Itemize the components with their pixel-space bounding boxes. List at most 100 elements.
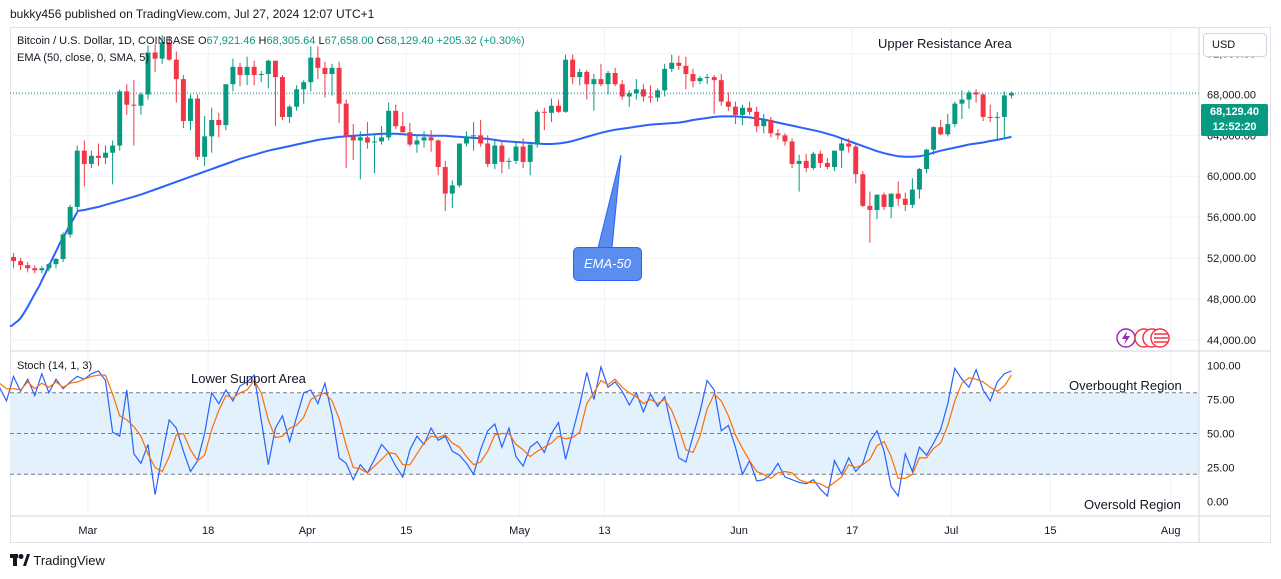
legend-stoch[interactable]: Stoch (14, 1, 3): [17, 360, 93, 372]
candle-body: [18, 261, 24, 266]
candle-body: [888, 193, 894, 207]
legend-symbol: Bitcoin / U.S. Dollar, 1D, COINBASE: [17, 35, 195, 47]
candle-body: [251, 66, 257, 76]
candle-body: [506, 160, 512, 162]
candle-body: [350, 136, 356, 141]
candle-body: [53, 259, 59, 265]
candle-body: [740, 107, 745, 115]
date-tick-label: 17: [846, 525, 858, 537]
candle-body: [945, 124, 951, 135]
ema50-callout: EMA-50: [573, 247, 642, 281]
candle-body: [301, 82, 307, 90]
candle-body: [605, 72, 611, 85]
candle-body: [421, 137, 427, 141]
candle-body: [131, 104, 137, 106]
candle-body: [499, 145, 505, 162]
price-tick-label: 48,000.00: [1207, 294, 1256, 306]
candle-body: [315, 57, 321, 68]
tradingview-brand[interactable]: TradingView: [10, 553, 105, 568]
candle-body: [400, 126, 406, 133]
candle-body: [88, 155, 94, 164]
overbought-label: Overbought Region: [1069, 378, 1182, 393]
candle-body: [336, 67, 342, 104]
candle-body: [548, 105, 554, 113]
candle-body: [676, 62, 682, 66]
date-tick-label: Jun: [730, 525, 748, 537]
candle-body: [39, 268, 45, 271]
candle-body: [895, 193, 901, 199]
candle-body: [95, 155, 101, 158]
legend-ema[interactable]: EMA (50, close, 0, SMA, 5): [17, 52, 150, 64]
candle-body: [180, 79, 186, 122]
candle-body: [626, 93, 632, 97]
candle-body: [25, 265, 31, 269]
price-tick-label: 68,000.00: [1207, 89, 1256, 101]
candle-body: [612, 72, 618, 85]
candle-body: [209, 120, 215, 137]
candle-body: [803, 160, 809, 169]
date-tick-label: 15: [1044, 525, 1056, 537]
candle-body: [372, 141, 377, 143]
candles: [10, 35, 1199, 274]
date-tick-label: May: [509, 525, 530, 537]
candle-body: [308, 57, 314, 83]
stoch-lines: [0, 364, 1012, 498]
candle-body: [775, 133, 781, 136]
candle-body: [159, 42, 165, 59]
stoch-tick-label: 75.00: [1207, 395, 1235, 407]
candle-body: [570, 59, 576, 78]
candle-body: [379, 137, 385, 142]
candle-body: [11, 256, 17, 262]
ema-layer: [9, 115, 1012, 328]
candle-body: [577, 71, 583, 78]
candle-body: [980, 94, 986, 117]
candle-body: [711, 77, 717, 81]
candle-body: [754, 111, 760, 127]
lightning-glyph-icon: [1122, 331, 1130, 345]
candle-body: [230, 66, 236, 85]
event-flags[interactable]: [1114, 326, 1174, 350]
ema50-callout-pointer: [597, 154, 622, 249]
candle-body: [393, 110, 399, 127]
candle-body: [492, 145, 498, 164]
lower-support-label: Lower Support Area: [191, 371, 306, 386]
candle-body: [924, 149, 929, 170]
legend-high-label: H: [258, 35, 267, 47]
candle-body: [471, 135, 477, 137]
legend-high: 68,305.64: [266, 35, 316, 47]
candle-body: [223, 84, 229, 126]
candle-body: [173, 59, 179, 80]
candle-body: [67, 206, 73, 235]
candle-body: [902, 198, 908, 205]
candle-body: [202, 136, 208, 157]
date-tick-label: 15: [400, 525, 412, 537]
candle-body: [931, 127, 937, 150]
candle-body: [244, 66, 250, 76]
candle-body: [832, 150, 837, 168]
ema-line: [77, 115, 1012, 212]
currency-button[interactable]: USD: [1203, 33, 1267, 57]
candle-body: [669, 62, 675, 69]
annotations: [597, 154, 622, 249]
candle-body: [690, 74, 696, 82]
candle-body: [817, 153, 823, 163]
legend-low: 67,658.00: [324, 35, 374, 47]
candle-body: [195, 98, 201, 157]
candle-body: [1008, 93, 1014, 96]
candle-body: [860, 174, 866, 206]
candle-body: [747, 107, 753, 112]
candle-body: [662, 68, 668, 91]
candle-body: [704, 77, 710, 79]
candle-body: [294, 89, 300, 107]
brand-name: TradingView: [33, 553, 105, 568]
last-price-badge: 68,129.40 12:52:20: [1201, 104, 1268, 136]
date-tick-label: Aug: [1161, 525, 1181, 537]
legend-main: Bitcoin / U.S. Dollar, 1D, COINBASE O67,…: [17, 35, 525, 47]
candle-body: [258, 74, 264, 76]
candle-body: [563, 59, 569, 112]
candle-body: [591, 79, 597, 85]
price-tick-label: 56,000.00: [1207, 212, 1256, 224]
candle-body: [732, 106, 738, 115]
candle-body: [478, 135, 484, 144]
